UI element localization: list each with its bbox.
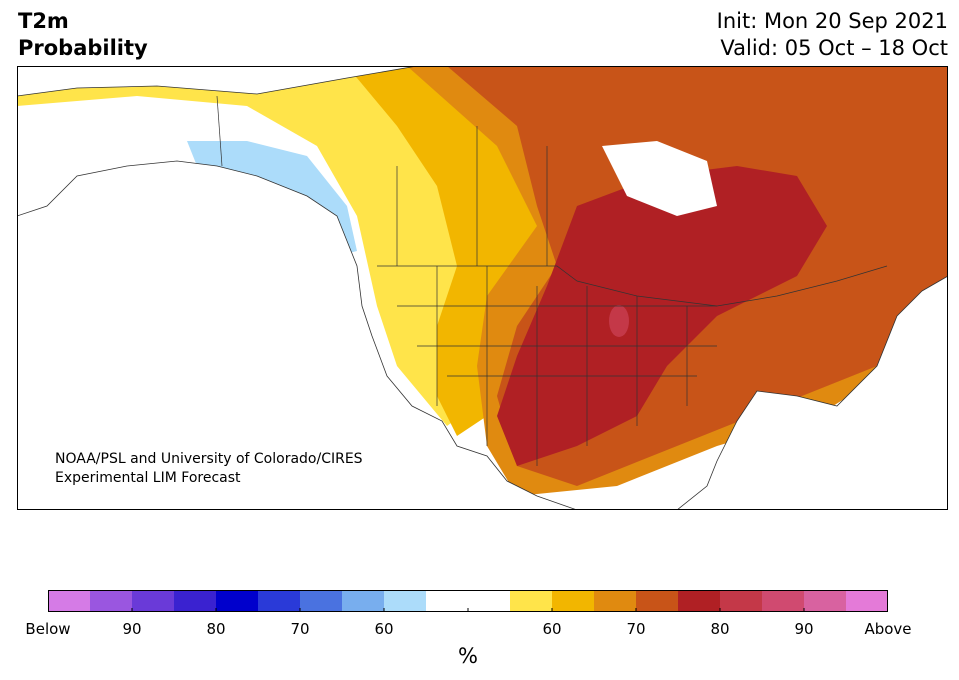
colorbar-segment [90,590,133,612]
colorbar-segment [174,590,217,612]
colorbar-segment [720,590,763,612]
colorbar-tick-label: 70 [626,620,646,638]
credit-line-2: Experimental LIM Forecast [55,470,241,486]
title-line-1: T2m [18,9,69,33]
colorbar-labels: Below 90 80 70 60 60 70 80 90 Above [0,620,959,644]
colorbar [48,590,888,612]
title-line-2: Probability [18,36,148,60]
init-date: Init: Mon 20 Sep 2021 [716,9,948,33]
colorbar-segment [804,590,847,612]
colorbar-segment [846,590,888,612]
colorbar-tick-label: 60 [374,620,394,638]
colorbar-tick-label: 80 [710,620,730,638]
credit-text: NOAA/PSL and University of Colorado/CIRE… [55,450,363,488]
map-border [17,66,948,510]
colorbar-segment [384,590,427,612]
map-title: T2m Probability [18,8,148,62]
colorbar-tick-label: 90 [794,620,814,638]
colorbar-segment [636,590,679,612]
map-svg [17,66,948,510]
field-above-80 [609,305,629,337]
colorbar-segment [258,590,301,612]
forecast-map [17,66,948,510]
colorbar-tick-label: Below [25,620,71,638]
colorbar-segment [762,590,805,612]
coastline [17,66,948,510]
probability-fields [17,66,948,510]
credit-line-1: NOAA/PSL and University of Colorado/CIRE… [55,451,363,467]
colorbar-segment [300,590,343,612]
colorbar-tick-label: 70 [290,620,310,638]
colorbar-tick-label: 90 [122,620,142,638]
field-above-75 [497,166,827,466]
colorbar-tick-label: 80 [206,620,226,638]
political-borders [216,95,888,466]
colorbar-segment [216,590,259,612]
colorbar-tick-label: Above [864,620,912,638]
colorbar-segment [468,590,511,612]
colorbar-segment [510,590,553,612]
colorbar-segment [342,590,385,612]
colorbar-unit: % [458,644,478,668]
colorbar-segment [426,590,469,612]
colorbar-segment [594,590,637,612]
valid-range: Valid: 05 Oct – 18 Oct [720,36,948,60]
colorbar-segment [678,590,721,612]
colorbar-tick-label: 60 [542,620,562,638]
colorbar-segment [552,590,595,612]
hudson-bay [602,141,717,216]
colorbar-segment [48,590,91,612]
forecast-dates: Init: Mon 20 Sep 2021 Valid: 05 Oct – 18… [717,8,948,62]
colorbar-segment [132,590,175,612]
